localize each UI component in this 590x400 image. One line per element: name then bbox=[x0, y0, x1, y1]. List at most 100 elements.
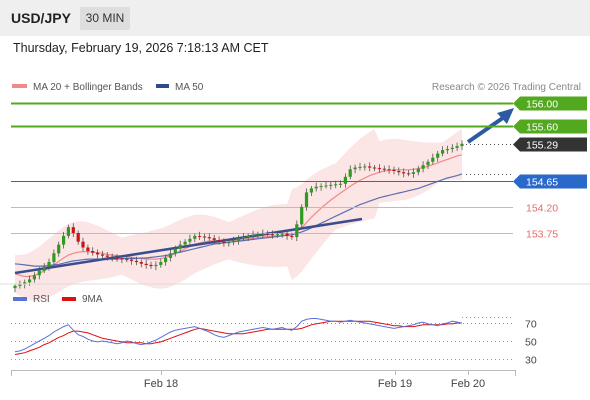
level-label-2: 155.29 bbox=[526, 140, 558, 152]
legend-swatch-rsi bbox=[13, 297, 27, 301]
candle-body-50 bbox=[256, 234, 260, 236]
candle-body-70 bbox=[353, 167, 357, 170]
candle-body-23 bbox=[125, 259, 129, 261]
candle-body-6 bbox=[42, 266, 46, 271]
level-label-5: 153.75 bbox=[526, 229, 558, 241]
candle-body-19 bbox=[105, 255, 109, 257]
candle-body-79 bbox=[397, 171, 401, 173]
candle-body-71 bbox=[358, 166, 362, 168]
candle-body-37 bbox=[193, 235, 197, 239]
candle-body-73 bbox=[368, 166, 372, 168]
candle-body-42 bbox=[217, 240, 221, 242]
level-tag-0 bbox=[513, 96, 587, 111]
candle-body-89 bbox=[445, 149, 449, 151]
candle-body-53 bbox=[270, 234, 275, 236]
candle-body-57 bbox=[290, 235, 294, 238]
legend-label-ma20: MA 20 + Bollinger Bands bbox=[33, 82, 143, 93]
candle-body-15 bbox=[86, 247, 90, 251]
candle-body-78 bbox=[392, 169, 396, 171]
candle-body-32 bbox=[168, 253, 173, 258]
candle-body-51 bbox=[261, 233, 265, 235]
candle-body-36 bbox=[188, 238, 192, 242]
level-label-0: 156.00 bbox=[526, 99, 558, 111]
x-label-2: Feb 20 bbox=[451, 378, 485, 390]
candle-body-45 bbox=[232, 240, 236, 243]
candle-body-39 bbox=[202, 236, 207, 238]
candle-body-16 bbox=[91, 251, 95, 253]
candle-body-44 bbox=[227, 242, 231, 244]
candle-body-74 bbox=[372, 167, 377, 169]
candle-body-91 bbox=[455, 146, 459, 148]
level-tag-1 bbox=[513, 119, 587, 134]
candle-body-2 bbox=[23, 282, 27, 285]
candle-body-26 bbox=[139, 262, 143, 264]
rsi-level-label-70: 70 bbox=[525, 319, 537, 331]
candle-body-65 bbox=[329, 184, 333, 186]
candle-body-52 bbox=[266, 233, 270, 235]
candle-body-92 bbox=[460, 143, 464, 147]
candle-body-47 bbox=[241, 237, 245, 239]
rsi-level-label-30: 30 bbox=[525, 355, 537, 367]
candle-body-90 bbox=[450, 147, 454, 149]
candle-body-17 bbox=[96, 252, 100, 255]
support-trendline bbox=[14, 217, 363, 275]
candle-body-11 bbox=[66, 227, 70, 236]
candle-body-59 bbox=[300, 206, 304, 225]
candle-body-3 bbox=[28, 279, 32, 283]
candle-body-20 bbox=[110, 256, 114, 258]
candle-body-58 bbox=[295, 224, 299, 238]
candle-body-55 bbox=[280, 233, 284, 235]
candle-body-14 bbox=[81, 241, 85, 248]
level-tag-2 bbox=[513, 137, 587, 152]
candle-body-1 bbox=[18, 284, 22, 286]
candle-body-87 bbox=[436, 153, 440, 158]
candle-body-67 bbox=[338, 183, 343, 185]
candle-body-29 bbox=[154, 264, 158, 267]
candle-body-40 bbox=[207, 237, 211, 239]
candle-body-7 bbox=[47, 262, 51, 267]
candle-body-22 bbox=[120, 258, 124, 260]
candle-body-85 bbox=[426, 161, 430, 166]
candle-body-77 bbox=[387, 169, 391, 171]
level-tag-3 bbox=[513, 174, 587, 189]
legend-swatch-ma50 bbox=[156, 84, 169, 88]
candle-body-24 bbox=[130, 259, 134, 261]
candle-body-41 bbox=[212, 238, 216, 240]
candle-body-13 bbox=[76, 233, 80, 242]
level-label-3: 154.65 bbox=[526, 177, 558, 189]
credit-label: Research © 2026 Trading Central bbox=[432, 82, 581, 93]
candle-body-0 bbox=[13, 285, 17, 289]
candle-body-83 bbox=[416, 168, 420, 173]
rsi-panel: 70 50 30 bbox=[11, 317, 537, 367]
candle-body-82 bbox=[411, 172, 415, 174]
candle-body-38 bbox=[198, 235, 202, 237]
legend-label-9ma: 9MA bbox=[82, 294, 103, 305]
candle-body-25 bbox=[134, 260, 139, 263]
candle-body-63 bbox=[319, 186, 323, 188]
rsi-ma-line bbox=[14, 320, 462, 355]
candle-body-81 bbox=[407, 173, 411, 175]
candle-body-21 bbox=[115, 258, 119, 259]
candle-body-30 bbox=[159, 262, 163, 265]
legend-swatch-ma20 bbox=[12, 84, 27, 88]
candle-body-64 bbox=[324, 185, 328, 187]
candle-body-54 bbox=[275, 234, 279, 236]
rsi-level-label-50: 50 bbox=[525, 337, 537, 349]
candle-body-12 bbox=[71, 227, 75, 233]
candle-body-33 bbox=[173, 248, 177, 254]
timestamp: Thursday, February 19, 2026 7:18:13 AM C… bbox=[13, 41, 269, 55]
candle-body-27 bbox=[144, 263, 148, 265]
candle-body-56 bbox=[285, 233, 289, 236]
candle-body-43 bbox=[222, 241, 226, 243]
level-label-1: 155.60 bbox=[526, 122, 558, 134]
candles-layer bbox=[13, 140, 464, 293]
legend-swatch-9ma bbox=[62, 297, 76, 301]
candle-body-66 bbox=[334, 184, 338, 186]
symbol-label: USD/JPY bbox=[11, 10, 71, 26]
x-axis-labels: Feb 18 Feb 19 Feb 20 bbox=[144, 370, 485, 390]
legend-label-ma50: MA 50 bbox=[175, 82, 204, 93]
candle-body-72 bbox=[363, 166, 367, 168]
timeframe-button[interactable]: 30 MIN bbox=[80, 7, 130, 30]
